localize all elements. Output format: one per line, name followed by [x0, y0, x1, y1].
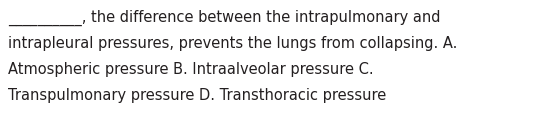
Text: Atmospheric pressure B. Intraalveolar pressure C.: Atmospheric pressure B. Intraalveolar pr… [8, 62, 374, 77]
Text: __________, the difference between the intrapulmonary and: __________, the difference between the i… [8, 10, 440, 26]
Text: Transpulmonary pressure D. Transthoracic pressure: Transpulmonary pressure D. Transthoracic… [8, 88, 386, 103]
Text: intrapleural pressures, prevents the lungs from collapsing. A.: intrapleural pressures, prevents the lun… [8, 36, 458, 51]
